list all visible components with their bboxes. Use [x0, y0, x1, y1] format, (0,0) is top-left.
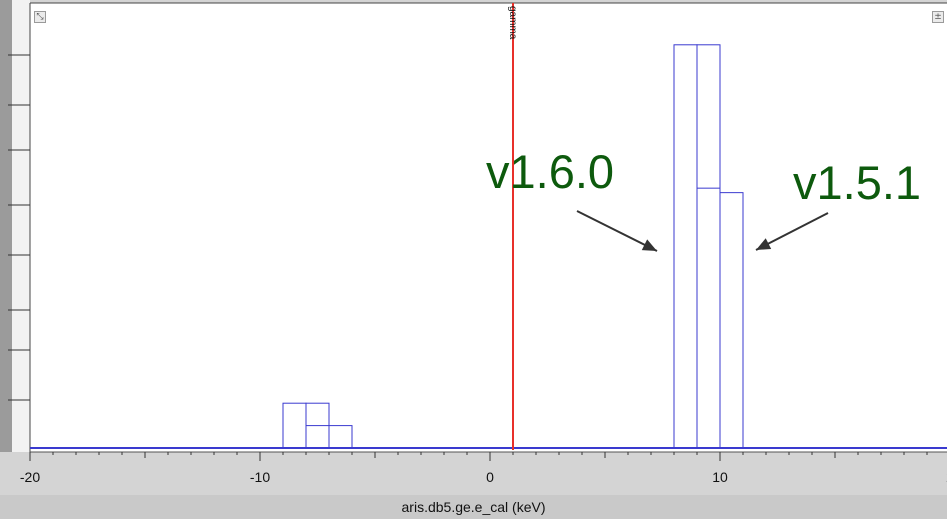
energy-marker-label: gamma — [507, 6, 518, 40]
plot-area — [30, 3, 947, 452]
y-axis-margin — [12, 0, 30, 452]
expand-icon[interactable]: ⤡ — [34, 11, 46, 23]
annotation-v160: v1.6.0 — [486, 145, 615, 198]
x-tick-label: 0 — [486, 469, 494, 485]
x-label-band — [0, 495, 947, 519]
settings-icon[interactable]: ± — [932, 11, 944, 23]
x-tick-label: -20 — [20, 469, 40, 485]
x-tick-label: -10 — [250, 469, 270, 485]
arrow-v160-head — [641, 239, 657, 251]
x-axis-label: aris.db5.ge.e_cal (keV) — [401, 499, 546, 515]
x-tick-label: 10 — [712, 469, 728, 485]
arrow-v151-head — [756, 238, 772, 250]
x-axis-band — [0, 452, 947, 495]
arrow-v160-shaft — [576, 210, 658, 252]
annotation-v151: v1.5.1 — [793, 156, 922, 209]
y-axis-strip — [0, 0, 12, 452]
